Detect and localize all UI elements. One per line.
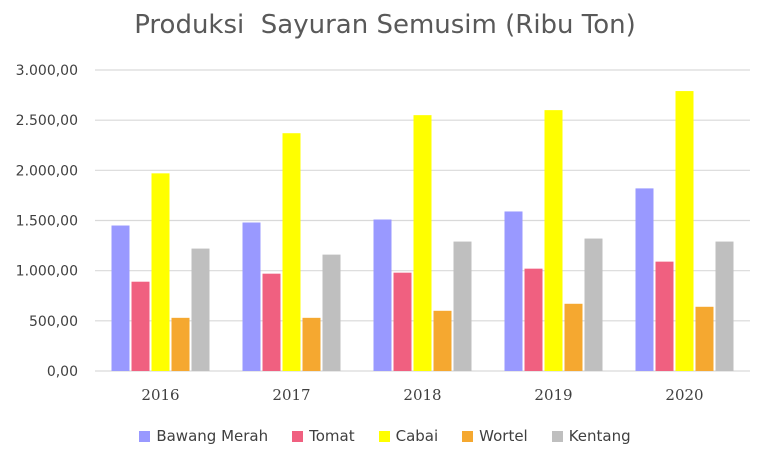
x-tick-label: 2018 xyxy=(403,386,441,404)
legend-swatch xyxy=(462,430,474,442)
y-tick-label: 1.500,00 xyxy=(16,214,78,230)
legend-item-kentang: Kentang xyxy=(551,427,631,445)
y-tick-label: 3.000,00 xyxy=(16,63,78,79)
bar-wortel-2020 xyxy=(695,306,714,371)
bar-cabai-2016 xyxy=(151,173,170,371)
bar-kentang-2019 xyxy=(584,238,603,371)
bar-kentang-2020 xyxy=(715,241,734,371)
legend-label: Kentang xyxy=(568,427,631,445)
legend-label: Wortel xyxy=(479,427,528,445)
x-tick-label: 2019 xyxy=(534,386,572,404)
bar-cabai-2020 xyxy=(675,91,694,371)
y-tick-label: 0,00 xyxy=(47,364,78,380)
x-tick-label: 2016 xyxy=(141,386,179,404)
bar-bawang-merah-2019 xyxy=(504,211,523,371)
bar-bawang-merah-2016 xyxy=(111,225,130,371)
bar-wortel-2017 xyxy=(302,317,321,371)
legend-swatch xyxy=(139,430,151,442)
legend-label: Bawang Merah xyxy=(156,427,269,445)
bar-tomat-2017 xyxy=(262,273,281,371)
legend-item-bawang-merah: Bawang Merah xyxy=(139,427,268,445)
bar-bawang-merah-2017 xyxy=(242,222,261,371)
bar-tomat-2019 xyxy=(524,268,543,371)
legend-swatch xyxy=(292,430,304,442)
bar-bawang-merah-2018 xyxy=(373,219,392,371)
legend-label: Cabai xyxy=(395,427,439,445)
chart-title: Produksi Sayuran Semusim (Ribu Ton) xyxy=(134,10,636,40)
legend-swatch xyxy=(378,430,390,442)
legend: Bawang Merah Tomat Cabai Wortel Kentang xyxy=(0,427,770,445)
x-tick-label: 2020 xyxy=(665,386,703,404)
legend-item-cabai: Cabai xyxy=(378,427,439,445)
bar-bawang-merah-2020 xyxy=(635,188,654,371)
bar-cabai-2018 xyxy=(413,115,432,372)
bar-wortel-2019 xyxy=(564,303,583,371)
bar-kentang-2017 xyxy=(322,254,341,371)
bar-tomat-2016 xyxy=(131,281,150,371)
y-tick-label: 2.000,00 xyxy=(16,163,78,179)
legend-item-wortel: Wortel xyxy=(462,427,528,445)
bar-cabai-2017 xyxy=(282,133,301,371)
bar-cabai-2019 xyxy=(544,110,563,371)
bar-wortel-2016 xyxy=(171,317,190,371)
bar-tomat-2020 xyxy=(655,261,674,371)
legend-label: Tomat xyxy=(309,427,355,445)
bar-kentang-2018 xyxy=(453,241,472,371)
y-tick-label: 500,00 xyxy=(29,314,78,330)
y-tick-label: 2.500,00 xyxy=(16,113,78,129)
y-tick-label: 1.000,00 xyxy=(16,264,78,280)
legend-item-tomat: Tomat xyxy=(292,427,355,445)
bar-tomat-2018 xyxy=(393,272,412,371)
x-tick-label: 2017 xyxy=(272,386,310,404)
bar-wortel-2018 xyxy=(433,310,452,371)
legend-swatch xyxy=(551,430,563,442)
bar-kentang-2016 xyxy=(191,248,210,371)
